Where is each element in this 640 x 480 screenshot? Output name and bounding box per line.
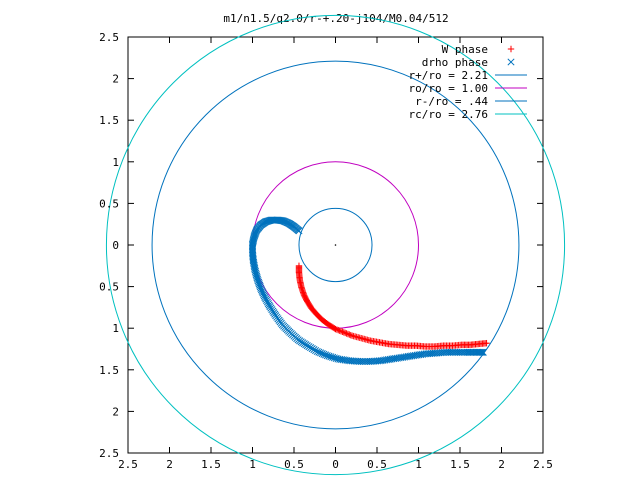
w-phase-point bbox=[347, 331, 354, 339]
x-tick-label: 0 bbox=[332, 458, 339, 471]
legend-label: ro/ro = 1.00 bbox=[409, 82, 488, 95]
x-tick-label: 0.5 bbox=[367, 458, 387, 471]
legend-entry: r-/ro = .44 bbox=[415, 95, 527, 108]
w-phase-point bbox=[340, 329, 347, 336]
y-tick-label: 1 bbox=[112, 322, 119, 335]
legend-label: r+/ro = 2.21 bbox=[409, 69, 488, 82]
y-tick-label: 0.5 bbox=[99, 197, 119, 210]
x-tick-label: 1.5 bbox=[450, 458, 470, 471]
drho-phase-point bbox=[476, 348, 484, 356]
w-phase-point bbox=[333, 326, 341, 333]
y-tick-label: 0 bbox=[112, 239, 119, 252]
drho-phase-point bbox=[478, 348, 486, 356]
y-tick-label: 2 bbox=[112, 405, 119, 418]
w-phase-point bbox=[337, 328, 345, 335]
legend-marker bbox=[507, 58, 515, 66]
y-tick-label: 2.5 bbox=[99, 31, 119, 44]
x-tick-label: 2 bbox=[498, 458, 505, 471]
data-points bbox=[248, 216, 490, 366]
legend-label: r-/ro = .44 bbox=[415, 95, 488, 108]
x-tick-label: 1.5 bbox=[201, 458, 221, 471]
legend-label: W phase bbox=[442, 43, 488, 56]
w-phase-point bbox=[483, 339, 490, 347]
w-phase-point bbox=[332, 325, 339, 333]
y-tick-label: 1 bbox=[112, 156, 119, 169]
w-phase-point bbox=[339, 328, 346, 336]
axis-ticks: 2.5 2 1.5 1 0.5 0 0.5 1 1.5 2 2.52.521.510.500.511… bbox=[99, 31, 553, 471]
legend-entry: W phase bbox=[442, 43, 515, 56]
chart-title: m1/n1.5/q2.0/r-+.20-j104/M0.04/512 bbox=[223, 12, 448, 25]
drho-phase-point bbox=[477, 348, 485, 356]
w-phase-point bbox=[346, 331, 353, 338]
w-phase-point bbox=[336, 327, 343, 334]
legend-label: rc/ro = 2.76 bbox=[409, 108, 488, 121]
circle-r--line bbox=[298, 207, 373, 283]
y-tick-label: 1.5 bbox=[99, 364, 119, 377]
x-tick-label: 2.5 bbox=[118, 458, 138, 471]
y-tick-label: 0.5 bbox=[99, 281, 119, 294]
circle-r+-line bbox=[151, 60, 520, 430]
x-tick-label: 0.5 bbox=[284, 458, 304, 471]
w-phase-point bbox=[343, 330, 350, 337]
legend-entry: r+/ro = 2.21 bbox=[409, 69, 527, 82]
legend-entry: rc/ro = 2.76 bbox=[409, 108, 527, 121]
drho-phase-point bbox=[479, 348, 487, 356]
legend-entry: drho phase bbox=[422, 56, 515, 69]
w-phase-point bbox=[344, 330, 352, 338]
x-tick-label: 1 bbox=[249, 458, 256, 471]
w-phase-point bbox=[335, 326, 342, 334]
x-tick-label: 2.5 bbox=[533, 458, 553, 471]
x-tick-label: 1 bbox=[415, 458, 422, 471]
origin-dot bbox=[334, 244, 337, 246]
y-tick-label: 2.5 bbox=[99, 447, 119, 460]
y-tick-label: 2 bbox=[112, 73, 119, 86]
reference-circles bbox=[105, 14, 566, 476]
w-phase-point bbox=[341, 329, 349, 337]
legend-entry: ro/ro = 1.00 bbox=[409, 82, 527, 95]
legend-label: drho phase bbox=[422, 56, 488, 69]
circle-rc-line bbox=[105, 14, 566, 476]
x-tick-label: 2 bbox=[166, 458, 173, 471]
y-tick-label: 1.5 bbox=[99, 114, 119, 127]
